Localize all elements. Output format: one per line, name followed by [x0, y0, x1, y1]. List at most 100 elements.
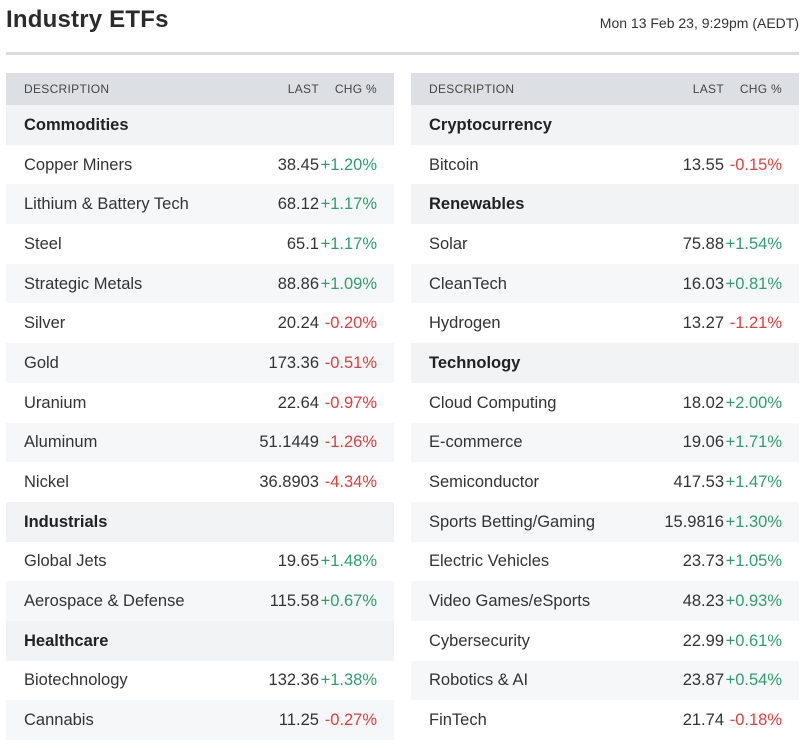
group-row: Cryptocurrency	[411, 105, 799, 145]
table-row[interactable]: Cybersecurity 22.99 +0.61%	[411, 621, 799, 661]
table-row[interactable]: Copper Miners 38.45 +1.20%	[6, 145, 394, 185]
etf-name[interactable]: Semiconductor	[429, 473, 540, 492]
page-title: Industry ETFs	[6, 6, 169, 33]
etf-name[interactable]: Strategic Metals	[6, 263, 234, 304]
change-percent: +0.81%	[724, 263, 799, 304]
change-percent: -0.51%	[319, 343, 394, 383]
table-row[interactable]: Biotechnology 132.36 +1.38%	[6, 661, 394, 701]
etf-name[interactable]: Nickel	[24, 473, 69, 492]
etf-name[interactable]: Aerospace & Defense	[6, 581, 234, 621]
change-percent: +0.54%	[724, 660, 799, 701]
etf-name[interactable]: Cannabis	[6, 700, 234, 740]
table-row[interactable]: Global Jets 19.65 +1.48%	[6, 542, 394, 582]
change-percent: +1.48%	[320, 552, 377, 571]
etf-name[interactable]: CleanTech	[411, 263, 639, 304]
last-price: 21.74	[682, 711, 724, 730]
table-row[interactable]: Video Games/eSports 48.23 +0.93%	[411, 581, 799, 621]
change-percent: +2.00%	[725, 393, 782, 412]
column-header-last[interactable]: LAST	[234, 73, 319, 105]
table-row[interactable]: FinTech 21.74 -0.18%	[411, 700, 799, 740]
last-price: 19.06	[639, 422, 724, 463]
group-label: Cryptocurrency	[411, 105, 799, 145]
table-row[interactable]: Solar 75.88 +1.54%	[411, 224, 799, 264]
last-price: 18.02	[682, 393, 724, 412]
etf-name[interactable]: Steel	[24, 234, 62, 253]
last-price: 173.36	[234, 343, 319, 383]
change-percent: +1.17%	[320, 234, 377, 253]
table-row[interactable]: Nickel 36.8903 -4.34%	[6, 462, 394, 502]
group-row: Commodities	[6, 105, 394, 145]
table-header-row: DESCRIPTION LAST CHG %	[6, 73, 394, 105]
group-label: Industrials	[6, 501, 394, 542]
table-row[interactable]: Electric Vehicles 23.73 +1.05%	[411, 542, 799, 582]
last-price: 88.86	[234, 263, 319, 304]
etf-name[interactable]: Uranium	[24, 393, 87, 412]
group-label: Commodities	[6, 105, 394, 145]
table-row[interactable]: Strategic Metals 88.86 +1.09%	[6, 263, 394, 304]
change-percent: -4.34%	[324, 473, 377, 492]
change-percent: +1.47%	[725, 473, 782, 492]
table-row[interactable]: Sports Betting/Gaming 15.9816 +1.30%	[411, 501, 799, 542]
last-price: 132.36	[268, 671, 319, 690]
etf-name[interactable]: Robotics & AI	[411, 660, 639, 701]
change-percent: +1.05%	[725, 552, 782, 571]
change-percent: -0.18%	[729, 711, 782, 730]
table-row[interactable]: Hydrogen 13.27 -1.21%	[411, 303, 799, 343]
last-price: 68.12	[234, 184, 319, 225]
etf-name[interactable]: Sports Betting/Gaming	[411, 501, 639, 542]
table-header-row: DESCRIPTION LAST CHG %	[411, 73, 799, 105]
last-price: 115.58	[234, 581, 319, 621]
last-price: 38.45	[277, 155, 319, 174]
table-row[interactable]: Gold 173.36 -0.51%	[6, 343, 394, 383]
change-percent: +1.09%	[319, 263, 394, 304]
change-percent: -1.21%	[729, 314, 782, 333]
table-row[interactable]: E-commerce 19.06 +1.71%	[411, 422, 799, 463]
group-label: Healthcare	[6, 620, 394, 661]
column-header-description[interactable]: DESCRIPTION	[6, 73, 234, 105]
column-header-change[interactable]: CHG %	[319, 73, 394, 105]
etf-name[interactable]: Aluminum	[6, 422, 234, 463]
etf-name[interactable]: Biotechnology	[24, 671, 128, 690]
table-row[interactable]: Lithium & Battery Tech 68.12 +1.17%	[6, 184, 394, 225]
column-header-last[interactable]: LAST	[639, 73, 724, 105]
table-row[interactable]: Aluminum 51.1449 -1.26%	[6, 422, 394, 463]
etf-name[interactable]: Hydrogen	[429, 314, 501, 333]
table-row[interactable]: Cloud Computing 18.02 +2.00%	[411, 383, 799, 423]
etf-name[interactable]: Cybersecurity	[429, 631, 530, 650]
table-row[interactable]: Bitcoin 13.55 -0.15%	[411, 145, 799, 185]
etf-name[interactable]: Gold	[6, 343, 234, 383]
table-row[interactable]: Uranium 22.64 -0.97%	[6, 383, 394, 423]
table-row[interactable]: Steel 65.1 +1.17%	[6, 224, 394, 264]
column-header-description[interactable]: DESCRIPTION	[411, 73, 639, 105]
change-percent: +1.17%	[319, 184, 394, 225]
etf-name[interactable]: Solar	[429, 234, 468, 253]
etf-name[interactable]: Bitcoin	[429, 155, 479, 174]
etf-name[interactable]: Cloud Computing	[429, 393, 557, 412]
table-row[interactable]: Semiconductor 417.53 +1.47%	[411, 462, 799, 502]
column-header-change[interactable]: CHG %	[724, 73, 799, 105]
etf-name[interactable]: Video Games/eSports	[411, 581, 639, 621]
etf-table-left: DESCRIPTION LAST CHG % Commodities Copper…	[6, 73, 394, 740]
last-price: 36.8903	[259, 473, 319, 492]
table-row[interactable]: Robotics & AI 23.87 +0.54%	[411, 660, 799, 701]
group-row: Renewables	[411, 184, 799, 225]
change-percent: +0.67%	[319, 581, 394, 621]
etf-name[interactable]: E-commerce	[411, 422, 639, 463]
change-percent: -0.97%	[324, 393, 377, 412]
last-price: 19.65	[277, 552, 319, 571]
last-price: 417.53	[673, 473, 724, 492]
last-price: 13.55	[682, 155, 724, 174]
table-row[interactable]: Aerospace & Defense 115.58 +0.67%	[6, 581, 394, 621]
last-price: 13.27	[682, 314, 724, 333]
etf-name[interactable]: Copper Miners	[24, 155, 133, 174]
etf-name[interactable]: Silver	[24, 314, 66, 333]
etf-name[interactable]: Lithium & Battery Tech	[6, 184, 234, 225]
table-row[interactable]: Cannabis 11.25 -0.27%	[6, 700, 394, 740]
etf-name[interactable]: Electric Vehicles	[429, 552, 550, 571]
table-row[interactable]: CleanTech 16.03 +0.81%	[411, 263, 799, 304]
etf-name[interactable]: Global Jets	[24, 552, 107, 571]
group-label: Renewables	[411, 184, 799, 225]
table-row[interactable]: Silver 20.24 -0.20%	[6, 303, 394, 343]
group-row: Healthcare	[6, 620, 394, 661]
etf-name[interactable]: FinTech	[429, 711, 487, 730]
